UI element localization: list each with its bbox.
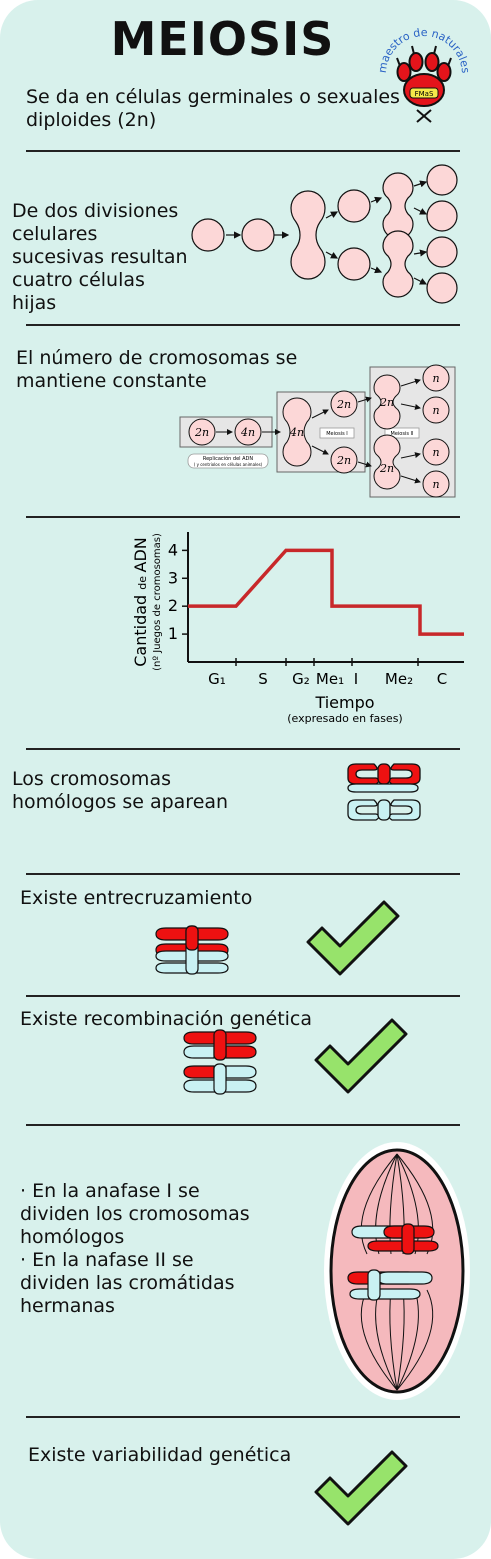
check-icon xyxy=(314,1450,408,1526)
x-tick-label: Me₂ xyxy=(385,670,413,688)
cell-division-diagram xyxy=(191,164,458,304)
divider xyxy=(26,516,460,518)
divider xyxy=(26,150,460,152)
paw-icon: FMaS xyxy=(396,45,452,107)
logo-badge-text: FMaS xyxy=(415,90,434,98)
anaphase-text: · En la anafase I se dividen los cromoso… xyxy=(20,1180,280,1318)
x-axis-label: Tiempo xyxy=(314,693,374,712)
chromosome-constant-text: El número de cromosomas se mantiene cons… xyxy=(16,347,298,392)
dividing-cell xyxy=(290,190,326,280)
dna-quantity-chart: 1 2 3 4 G₁ S G₂ Me₁ I Me₂ C Cantidad de ADN (nº Jueg… xyxy=(131,532,464,725)
svg-text:n: n xyxy=(432,372,439,385)
cell xyxy=(337,247,371,281)
svg-text:4n: 4n xyxy=(240,426,255,439)
anaphase-line: · En la anafase I se xyxy=(20,1180,200,1202)
y-tick-label: 1 xyxy=(168,624,178,643)
cell xyxy=(191,218,225,252)
anaphase-cell-illustration xyxy=(324,1142,470,1400)
daughter-cell xyxy=(426,236,458,268)
recombined-chromosomes-icon xyxy=(183,1029,257,1095)
logo: maestro de naturales FMaS xyxy=(376,26,472,123)
divider xyxy=(26,1416,460,1418)
x-tick-label: G₂ xyxy=(292,670,310,688)
x-axis-sublabel: (expresado en fases) xyxy=(287,712,402,725)
svg-text:2n: 2n xyxy=(379,396,394,409)
check-icon xyxy=(314,1018,408,1094)
recombination-text: Existe recombinación genética xyxy=(20,1008,313,1030)
x-tick-label: G₁ xyxy=(208,670,226,688)
svg-text:n: n xyxy=(432,478,439,491)
svg-text:2n: 2n xyxy=(379,462,394,475)
x-tick-label: I xyxy=(354,670,358,688)
y-tick-label: 4 xyxy=(168,540,178,559)
y-tick-label: 2 xyxy=(168,596,178,615)
svg-text:n: n xyxy=(432,446,439,459)
homologous-pairing-text: Los cromosomas homólogos se aparean xyxy=(12,768,229,813)
crossing-over-chromosomes-icon xyxy=(155,925,229,975)
svg-text:2n: 2n xyxy=(194,426,209,439)
tools-icon xyxy=(416,109,432,123)
genetic-variability-text: Existe variabilidad genética xyxy=(28,1444,292,1466)
x-tick-label: S xyxy=(258,670,268,688)
svg-text:2n: 2n xyxy=(336,398,351,411)
two-divisions-text: De dos divisiones celulares sucesivas re… xyxy=(12,200,188,314)
meiosis2-label: Meiosis II xyxy=(391,431,414,437)
homologous-chromosomes-icon xyxy=(347,763,421,821)
germinal-cells-text: Se da en células germinales o sexuales d… xyxy=(26,86,400,131)
y-axis-label: Cantidad de ADN xyxy=(131,537,150,667)
meiosis1-label: Meiosis I xyxy=(326,431,348,437)
dna-series-line xyxy=(188,548,464,636)
check-icon xyxy=(306,900,400,976)
divider xyxy=(26,748,460,750)
svg-text:4n: 4n xyxy=(289,426,304,439)
anaphase-line: · En la nafase II se xyxy=(20,1249,194,1271)
cell xyxy=(337,189,371,223)
ploidy-diagram: Replicación del ADN ( y centriolos en cé… xyxy=(179,364,456,498)
crossing-over-text: Existe entrecruzamiento xyxy=(20,887,253,909)
svg-text:2n: 2n xyxy=(336,454,351,467)
anaphase-line: homólogos xyxy=(20,1226,125,1248)
y-axis-sublabel: (nº Juegos de cromosomas) xyxy=(152,533,163,671)
divider xyxy=(26,324,460,326)
page-title: MEIOSIS xyxy=(110,12,335,66)
svg-text:n: n xyxy=(432,404,439,417)
cell xyxy=(241,218,275,252)
anaphase-line: hermanas xyxy=(20,1295,115,1317)
daughter-cell xyxy=(426,164,458,196)
replication-label: Replicación del ADN xyxy=(203,455,254,462)
y-tick-label: 3 xyxy=(168,568,178,587)
daughter-cell xyxy=(426,200,458,232)
x-tick-label: C xyxy=(437,670,447,688)
divider xyxy=(26,873,460,875)
svg-text:maestro de naturales: maestro de naturales xyxy=(376,26,472,74)
divider xyxy=(26,995,460,997)
x-tick-label: Me₁ xyxy=(316,670,344,688)
daughter-cell xyxy=(426,272,458,304)
divider xyxy=(26,1124,460,1126)
dividing-cell xyxy=(382,230,414,298)
anaphase-line: dividen las cromátidas xyxy=(20,1272,235,1294)
logo-arc-text: maestro de naturales xyxy=(376,26,472,74)
replication-sublabel: ( y centriolos en células animales) xyxy=(194,462,263,467)
dividing-cell xyxy=(382,172,414,240)
anaphase-line: dividen los cromosomas xyxy=(20,1203,250,1225)
